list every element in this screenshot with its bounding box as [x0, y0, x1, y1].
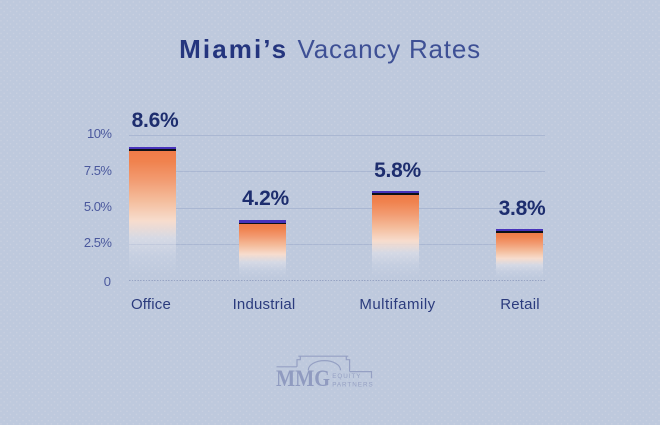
svg-text:MMG: MMG — [276, 366, 330, 391]
svg-text:EQUITY: EQUITY — [332, 373, 361, 380]
svg-text:PARTNERS: PARTNERS — [332, 382, 373, 389]
